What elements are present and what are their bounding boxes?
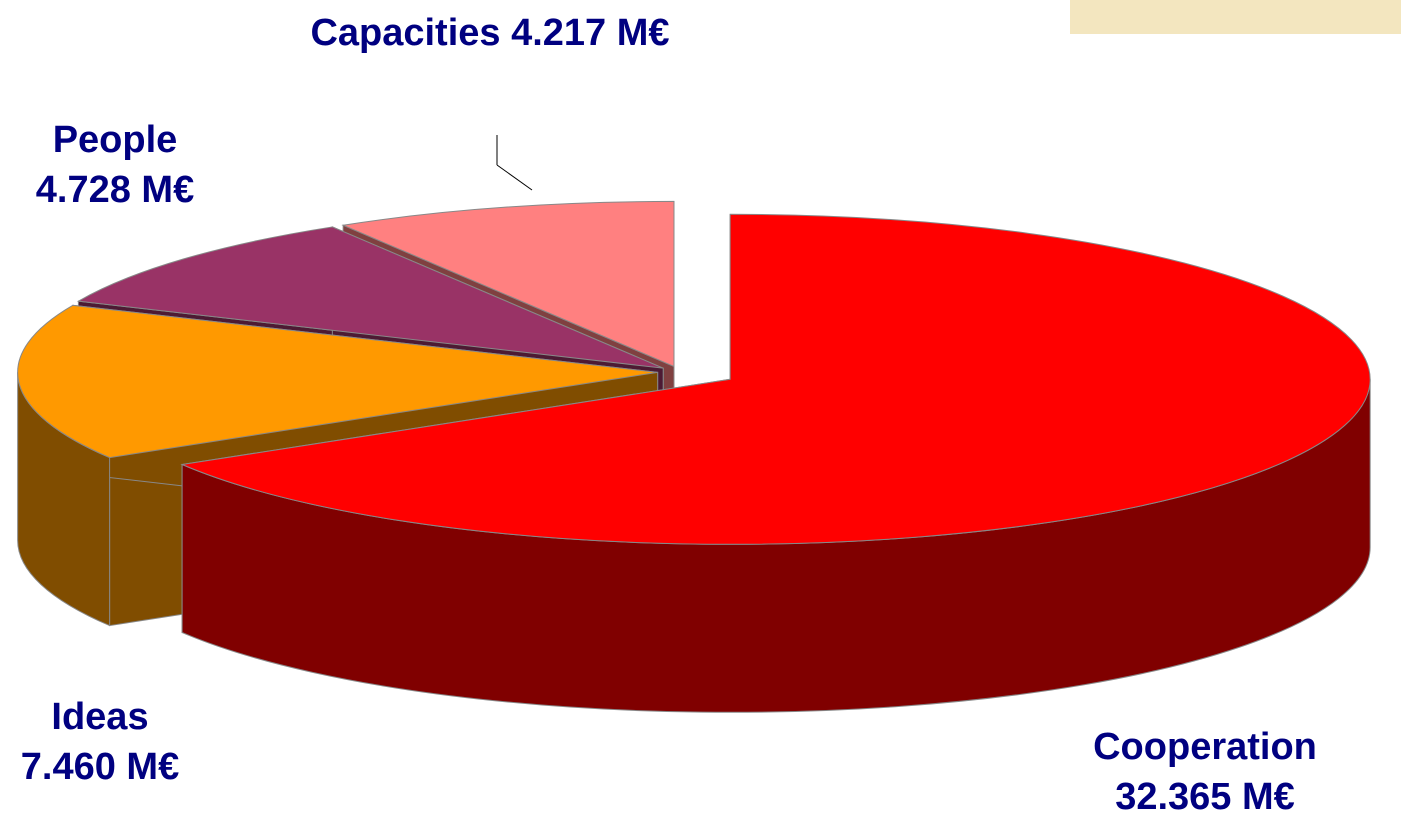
label: Cooperation 32.365 M€ — [1060, 722, 1350, 822]
clip-art — [1070, 0, 1401, 34]
value-label: 4.728 M€ — [35, 169, 195, 211]
label: Ideas 7.460 M€ — [0, 692, 200, 792]
label: People 4.728 M€ — [10, 115, 220, 215]
value-label: 32.365 M€ — [1115, 776, 1295, 818]
category: People — [52, 119, 178, 161]
slice-top — [17, 304, 658, 459]
slice-top — [341, 200, 675, 368]
slice — [180, 213, 1371, 713]
label: Capacities 4.217 M€ — [310, 8, 670, 58]
category: Cooperation — [1093, 726, 1317, 768]
value-label: 4.217 M€ — [511, 12, 670, 54]
pie — [17, 200, 1371, 713]
leader-line — [496, 164, 533, 191]
value-label: 7.460 M€ — [20, 746, 180, 788]
slice-top — [76, 226, 664, 369]
category: Capacities — [310, 12, 501, 54]
slice-top — [180, 213, 1371, 545]
category: Ideas — [51, 696, 149, 738]
